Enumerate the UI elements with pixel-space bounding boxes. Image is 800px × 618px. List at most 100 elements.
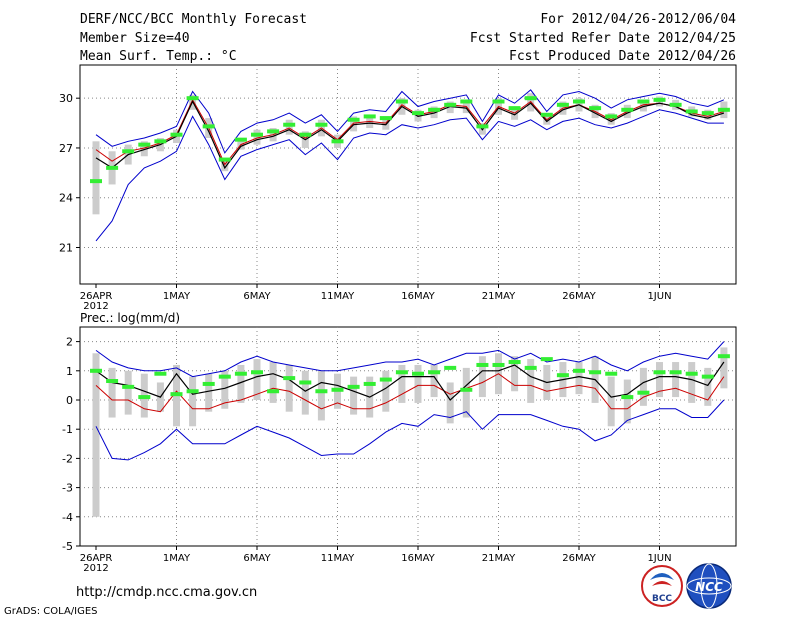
observed-marker xyxy=(540,112,553,117)
observed-marker xyxy=(444,365,457,370)
spread-box xyxy=(205,373,213,412)
observed-marker xyxy=(267,389,280,394)
y-tick-label: 30 xyxy=(59,92,73,105)
precipitation-panel: -5 -4 -3 -2 -1 0 1 2 26APR 1MAY 6MAY 11MAY 16MAY 21MA… xyxy=(62,326,737,574)
spread-box xyxy=(672,362,680,398)
spread-box xyxy=(92,141,100,215)
spread-box xyxy=(688,362,696,403)
bcc-logo-text: BCC xyxy=(652,594,672,604)
observed-marker xyxy=(460,99,473,104)
spread-box xyxy=(221,159,229,172)
spread-box xyxy=(382,370,390,412)
observed-marker xyxy=(234,137,247,142)
observed-marker xyxy=(154,139,167,144)
spread-box xyxy=(237,138,245,150)
spread-box xyxy=(269,362,277,403)
observed-marker xyxy=(428,370,441,375)
observed-marker xyxy=(637,390,650,395)
mean-line xyxy=(95,361,725,401)
spread-box xyxy=(575,362,583,395)
observed-marker xyxy=(685,371,698,376)
observed-marker xyxy=(589,370,602,375)
plot-frame xyxy=(79,326,737,547)
observed-marker xyxy=(218,157,231,162)
observed-marker xyxy=(589,106,602,111)
x-tick-label: 1MAY xyxy=(163,553,191,564)
produced-date-label: Fcst Produced Date 2012/04/26 xyxy=(509,49,736,64)
spread-box xyxy=(430,106,438,119)
observed-marker xyxy=(492,362,505,367)
temperature-panel: 21 24 27 30 26APR 1MAY 6MAY 11MAY 16MAY 21MAY 26MA… xyxy=(59,64,737,312)
y-tick-label: 27 xyxy=(59,142,73,155)
observed-marker xyxy=(331,139,344,144)
observed-marker xyxy=(460,387,473,392)
observed-marker xyxy=(669,370,682,375)
y-tick-label: -1 xyxy=(62,423,73,436)
observed-marker xyxy=(122,149,135,154)
spread-box xyxy=(414,364,422,403)
spread-box xyxy=(607,113,615,125)
observed-marker xyxy=(218,374,231,379)
observed-marker xyxy=(573,99,585,104)
spread-box xyxy=(639,99,647,112)
observed-marker xyxy=(524,365,537,370)
observed-marker xyxy=(412,371,424,376)
observed-marker xyxy=(701,111,714,116)
observed-marker xyxy=(90,368,102,373)
observed-marker xyxy=(299,132,312,137)
observed-marker xyxy=(331,387,344,392)
spread-box xyxy=(124,370,132,415)
spread-box xyxy=(317,370,325,421)
observed-marker xyxy=(428,107,441,112)
observed-marker xyxy=(444,102,457,107)
x-tick-label: 1JUN xyxy=(647,291,671,302)
observed-marker xyxy=(251,132,263,137)
forecast-range-label: For 2012/04/26-2012/06/04 xyxy=(540,12,736,27)
spread-box xyxy=(108,367,116,418)
y-tick-label: 0 xyxy=(66,394,73,407)
spread-box xyxy=(623,379,631,424)
x-tick-label: 1MAY xyxy=(163,291,191,302)
observed-marker xyxy=(476,362,489,367)
x-tick-label: 6MAY xyxy=(243,553,271,564)
observed-marker xyxy=(202,381,215,386)
observed-marker xyxy=(605,114,618,119)
observed-marker xyxy=(186,389,199,394)
observed-marker xyxy=(138,142,151,147)
y-tick-label: 1 xyxy=(66,365,73,378)
observed-marker xyxy=(251,370,263,375)
observed-marker xyxy=(234,371,247,376)
observed-marker xyxy=(653,370,666,375)
spread-box xyxy=(301,370,309,415)
observed-marker xyxy=(154,371,167,376)
spread-box xyxy=(430,364,438,398)
observed-marker xyxy=(283,376,296,381)
plot-frame xyxy=(79,64,737,285)
observed-marker xyxy=(395,99,408,104)
spread-box xyxy=(462,101,470,114)
observed-marker xyxy=(106,165,119,170)
observed-marker xyxy=(508,360,521,365)
spread-box xyxy=(527,359,535,403)
y-tick-label: 24 xyxy=(59,192,73,205)
chart-title: DERF/NCC/BCC Monthly Forecast xyxy=(80,12,307,27)
observed-marker xyxy=(556,373,569,378)
spread-box xyxy=(656,362,663,398)
observed-marker xyxy=(476,124,489,129)
spread-box xyxy=(189,376,197,427)
observed-marker xyxy=(653,97,666,102)
observed-marker xyxy=(170,392,183,397)
y-tick-label: 2 xyxy=(66,336,73,349)
y-tick-label: -5 xyxy=(62,540,73,553)
median-line xyxy=(95,98,725,166)
observed-marker xyxy=(379,116,392,121)
x-tick-label: 26APR xyxy=(80,291,113,302)
spread-box xyxy=(446,382,454,424)
observed-marker xyxy=(508,106,521,111)
spread-box xyxy=(140,141,148,157)
ncc-logo-text: NCC xyxy=(695,580,723,594)
observed-marker xyxy=(299,380,312,385)
observed-marker xyxy=(701,374,714,379)
spread-box xyxy=(704,367,712,406)
